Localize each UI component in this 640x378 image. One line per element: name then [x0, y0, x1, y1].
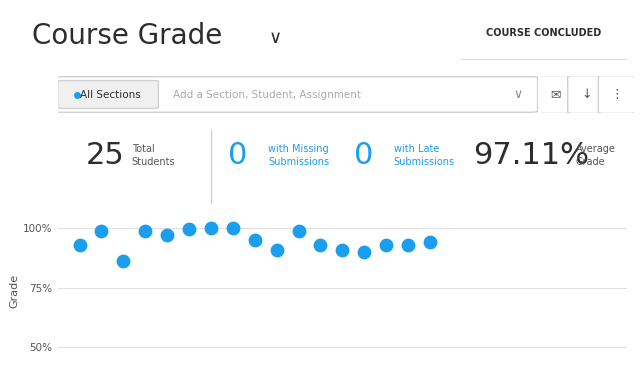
Point — [206, 225, 216, 231]
Text: All Sections: All Sections — [80, 90, 141, 99]
Point — [162, 232, 172, 239]
Point — [184, 226, 194, 232]
Point — [294, 228, 304, 234]
Point — [228, 225, 238, 231]
Text: ✉: ✉ — [550, 88, 561, 101]
Point — [271, 246, 282, 253]
Text: Total
Students: Total Students — [132, 144, 175, 167]
Point — [96, 228, 106, 234]
Text: Course Grade: Course Grade — [32, 22, 222, 51]
Text: ⋮: ⋮ — [611, 88, 623, 101]
FancyBboxPatch shape — [48, 77, 538, 112]
Point — [381, 242, 391, 248]
Text: COURSE CONCLUDED: COURSE CONCLUDED — [486, 28, 602, 39]
FancyBboxPatch shape — [568, 76, 605, 113]
FancyBboxPatch shape — [598, 76, 636, 113]
Point — [425, 239, 435, 245]
FancyBboxPatch shape — [58, 81, 159, 108]
Text: Add a Section, Student, Assignment: Add a Section, Student, Assignment — [173, 90, 361, 99]
Text: ∨: ∨ — [269, 29, 282, 47]
Text: 0: 0 — [354, 141, 373, 170]
Point — [403, 242, 413, 248]
Point — [140, 228, 150, 234]
Point — [359, 249, 369, 255]
Point — [250, 237, 260, 243]
Text: with Late
Submissions: with Late Submissions — [394, 144, 455, 167]
Text: Average
Grade: Average Grade — [576, 144, 616, 167]
Point — [118, 259, 129, 265]
FancyBboxPatch shape — [46, 119, 639, 214]
FancyBboxPatch shape — [444, 9, 640, 60]
FancyBboxPatch shape — [537, 76, 574, 113]
Text: with Missing
Submissions: with Missing Submissions — [268, 144, 330, 167]
Text: 0: 0 — [228, 141, 248, 170]
Text: ∨: ∨ — [514, 88, 523, 101]
Point — [337, 246, 348, 253]
Text: ↓: ↓ — [581, 88, 591, 101]
Text: 97.11%: 97.11% — [474, 141, 589, 170]
Text: 25: 25 — [86, 141, 125, 170]
Point — [316, 242, 326, 248]
Y-axis label: Grade: Grade — [10, 274, 20, 308]
Point — [74, 242, 84, 248]
